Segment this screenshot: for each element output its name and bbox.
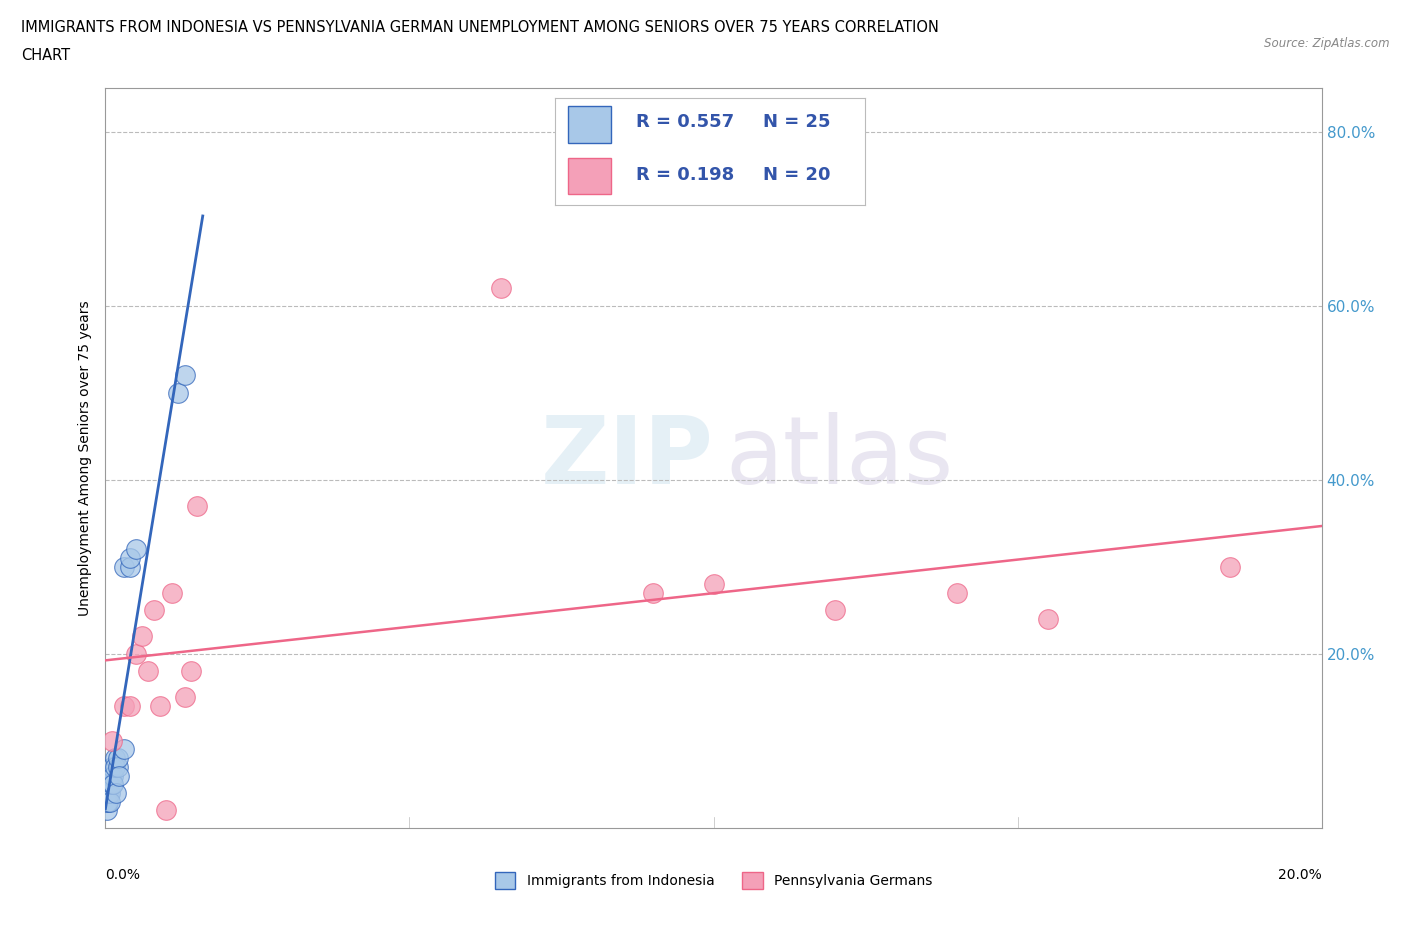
Point <box>97 786 120 801</box>
Text: CHART: CHART <box>21 48 70 63</box>
Point <box>1219 559 1241 574</box>
Point <box>108 768 131 783</box>
Text: N = 25: N = 25 <box>762 113 830 131</box>
Point <box>112 698 135 713</box>
Y-axis label: Unemployment Among Seniors over 75 years: Unemployment Among Seniors over 75 years <box>79 300 93 616</box>
Point <box>101 768 124 783</box>
Legend: Immigrants from Indonesia, Pennsylvania Germans: Immigrants from Indonesia, Pennsylvania … <box>489 867 938 895</box>
Point <box>96 794 118 809</box>
Point <box>104 786 127 801</box>
Text: 0.0%: 0.0% <box>105 869 141 883</box>
Text: 20.0%: 20.0% <box>1278 869 1322 883</box>
Point <box>149 698 172 713</box>
Point <box>167 385 190 400</box>
Point <box>98 786 121 801</box>
Point <box>100 768 122 783</box>
Point <box>107 760 129 775</box>
Point <box>103 751 125 765</box>
FancyBboxPatch shape <box>568 106 612 142</box>
Point <box>162 585 184 600</box>
Point <box>112 742 135 757</box>
Text: R = 0.557: R = 0.557 <box>636 113 734 131</box>
Point <box>96 803 118 817</box>
Point <box>100 733 122 748</box>
Point <box>125 542 148 557</box>
Point <box>104 760 127 775</box>
Point <box>824 603 846 618</box>
Text: ZIP: ZIP <box>541 412 713 504</box>
Point <box>112 559 135 574</box>
Text: N = 20: N = 20 <box>762 166 830 183</box>
Point <box>100 777 122 791</box>
Point <box>489 281 512 296</box>
Point <box>107 751 129 765</box>
Text: R = 0.198: R = 0.198 <box>636 166 734 183</box>
Point <box>173 368 195 383</box>
Point <box>131 629 153 644</box>
Text: IMMIGRANTS FROM INDONESIA VS PENNSYLVANIA GERMAN UNEMPLOYMENT AMONG SENIORS OVER: IMMIGRANTS FROM INDONESIA VS PENNSYLVANI… <box>21 20 939 35</box>
Point <box>945 585 967 600</box>
Point <box>1036 612 1059 627</box>
Point <box>97 794 120 809</box>
Point <box>180 664 202 679</box>
FancyBboxPatch shape <box>568 157 612 194</box>
Point <box>641 585 664 600</box>
Point <box>103 777 125 791</box>
Point <box>143 603 166 618</box>
Point <box>118 698 141 713</box>
Point <box>98 777 121 791</box>
Point <box>136 664 159 679</box>
Point <box>118 559 141 574</box>
Point <box>702 577 725 591</box>
Text: atlas: atlas <box>725 412 953 504</box>
Point <box>173 690 195 705</box>
Point <box>100 760 122 775</box>
Point <box>155 803 177 817</box>
Point <box>125 646 148 661</box>
Point <box>98 794 121 809</box>
Text: Source: ZipAtlas.com: Source: ZipAtlas.com <box>1264 37 1389 50</box>
Point <box>118 551 141 565</box>
Point <box>186 498 208 513</box>
